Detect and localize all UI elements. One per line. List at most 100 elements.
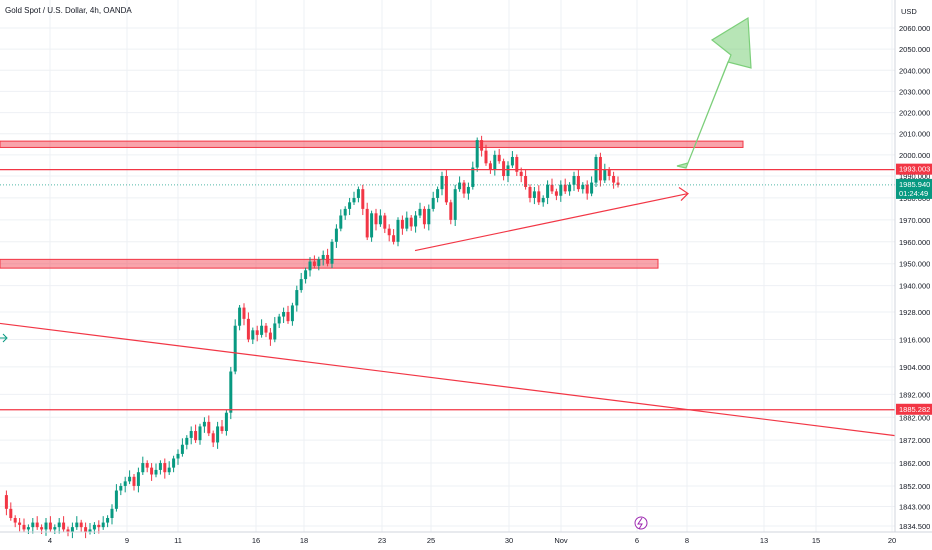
candle-body <box>207 421 211 434</box>
candle-body <box>194 431 198 441</box>
price-tick-label: 1852.000 <box>899 482 930 491</box>
trendline <box>414 192 689 252</box>
candle-body <box>585 184 589 194</box>
time-axis[interactable]: 4 9 11 16 18 23 25 30 Nov 6 8 13 15 20 <box>0 516 932 545</box>
candle-body <box>510 156 514 166</box>
candle-body <box>550 184 554 192</box>
candle-body <box>484 150 488 164</box>
candle-body <box>202 421 206 427</box>
price-badge-label: 1985.940 <box>899 180 930 189</box>
time-tick-label: 30 <box>505 536 513 545</box>
candle-body <box>462 182 466 194</box>
price-tick-label: 1904.000 <box>899 363 930 372</box>
candle-body <box>458 182 462 190</box>
candle-body <box>40 527 44 530</box>
candle-body <box>198 426 202 441</box>
candle-body <box>277 316 281 324</box>
time-tick-label: 9 <box>125 536 129 545</box>
time-tick-label: 8 <box>685 536 689 545</box>
price-axis[interactable]: USD 2060.000 2050.000 2040.000 2030.000 2020.… <box>894 0 932 532</box>
candle-body <box>612 176 616 183</box>
time-tick-label: 16 <box>252 536 260 545</box>
candle-body <box>590 182 594 194</box>
candle-body <box>598 156 602 181</box>
candle-body <box>211 433 215 443</box>
candle-body <box>370 213 374 238</box>
candle-body <box>44 522 48 530</box>
price-badge <box>896 178 932 190</box>
price-tick-label: 1843.000 <box>899 503 930 512</box>
time-tick-label: 13 <box>760 536 768 545</box>
candle-body <box>409 217 413 227</box>
candle-body <box>62 522 66 530</box>
candle-body <box>304 270 308 280</box>
candle-body <box>559 184 563 196</box>
candle-body <box>123 481 127 486</box>
candle-body <box>128 476 132 482</box>
drawings <box>0 16 896 437</box>
forecast-arrow <box>676 16 752 169</box>
candle-body <box>273 323 277 340</box>
price-tick-label: 2060.000 <box>899 24 930 33</box>
candle-body <box>475 140 479 168</box>
candle-body <box>79 522 83 528</box>
candle-body <box>141 463 145 473</box>
price-badge-label: 1885.282 <box>899 405 930 414</box>
candle-body <box>251 330 255 340</box>
trendline-arrowhead <box>678 187 689 201</box>
candle-body <box>572 176 576 185</box>
candle-body <box>343 208 347 216</box>
candle-body <box>57 522 61 528</box>
candle-body <box>616 182 620 185</box>
candle-body <box>158 463 162 470</box>
price-tick-label: 1960.000 <box>899 238 930 247</box>
flash-icon <box>637 517 643 530</box>
candle-body <box>554 191 558 196</box>
candle-body <box>480 140 484 151</box>
candle-body <box>405 217 409 229</box>
candle-body <box>607 169 611 176</box>
candle-body <box>53 527 57 530</box>
candle-body <box>106 517 110 523</box>
candle-body <box>524 176 528 187</box>
candle-body <box>66 529 70 532</box>
candle-body <box>308 261 312 271</box>
candle-body <box>180 444 184 454</box>
candle-body <box>466 186 470 194</box>
candle-body <box>568 184 572 192</box>
candle-body <box>502 161 506 176</box>
time-tick-label: Nov <box>554 536 568 545</box>
candle-body <box>431 197 435 209</box>
candle-body <box>365 208 369 238</box>
time-tick-label: 25 <box>427 536 435 545</box>
candle-body <box>286 312 290 322</box>
candle-body <box>163 463 167 473</box>
price-tick-label: 1892.000 <box>899 390 930 399</box>
price-tick-label: 2000.000 <box>899 151 930 160</box>
zones <box>0 140 744 269</box>
price-tick-label: 1834.500 <box>899 522 930 531</box>
candle-body <box>396 219 400 242</box>
time-tick-label: 20 <box>888 536 896 545</box>
candle-body <box>233 325 237 372</box>
candle-body <box>35 522 39 528</box>
candle-body <box>295 290 299 306</box>
flash-icon <box>634 516 648 530</box>
candle-body <box>321 254 325 260</box>
symbol-title[interactable]: Gold Spot / U.S. Dollar, 4h, OANDA <box>5 6 132 15</box>
candle-body <box>471 167 475 187</box>
candle-body <box>440 176 444 190</box>
price-tick-label: 2030.000 <box>899 87 930 96</box>
time-tick-label: 18 <box>300 536 308 545</box>
candle-body <box>48 522 52 530</box>
candle-body <box>422 208 426 225</box>
candle-body <box>189 431 193 438</box>
candle-body <box>519 171 523 176</box>
candle-body <box>563 184 567 192</box>
candle-body <box>383 215 387 229</box>
candle-body <box>246 318 250 340</box>
price-badge-label: 1993.003 <box>899 165 930 174</box>
price-tick-label: 1950.000 <box>899 260 930 269</box>
